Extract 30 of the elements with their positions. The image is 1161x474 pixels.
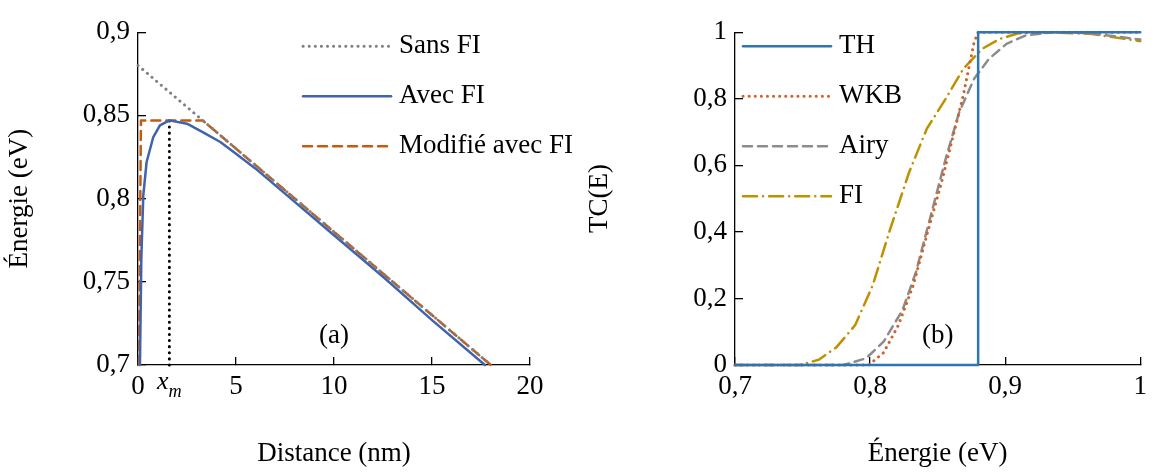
y-tick-label: 0,8: [693, 81, 727, 112]
annotation: (a): [319, 319, 349, 349]
x-tick-label: 15: [418, 370, 446, 401]
legend-label: Sans FI: [399, 29, 481, 60]
annotation: (b): [921, 319, 954, 349]
x-tick-label: 0,9: [988, 370, 1023, 401]
y-tick-label: 0,7: [96, 348, 130, 379]
x-tick-label: 10: [320, 370, 348, 401]
legend-label: Avec FI: [399, 79, 485, 110]
y-tick-label: 0,85: [82, 98, 130, 129]
x-tick-label: 0,8: [853, 370, 887, 401]
legend-label: FI: [839, 179, 864, 210]
legend-label: WKB: [839, 79, 902, 110]
y-tick-label: 0,8: [96, 181, 130, 212]
y-tick-label: 0,75: [82, 264, 130, 295]
y-tick-label: 0,2: [693, 281, 727, 312]
x-tick-label: 1: [1133, 370, 1147, 401]
legend-label: TH: [839, 29, 875, 60]
y-tick-label: 0,9: [96, 15, 130, 46]
y-tick-label: 1: [713, 15, 727, 46]
x-tick-label: 20: [516, 370, 544, 401]
x-axis-title: Distance (nm): [257, 436, 411, 467]
legend-label: Modifié avec FI: [399, 129, 574, 160]
y-axis-title: Énergie (eV): [3, 128, 34, 269]
y-tick-label: 0,6: [693, 148, 727, 179]
x-axis-title: Énergie (eV): [867, 436, 1008, 467]
y-tick-label: 0,4: [693, 214, 728, 245]
legend-label: Airy: [839, 129, 889, 160]
x-tick-label: 5: [229, 370, 243, 401]
y-axis-title: TC(E): [583, 164, 614, 234]
